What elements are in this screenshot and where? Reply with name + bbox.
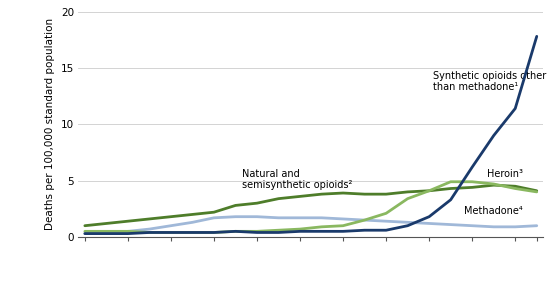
Text: Natural and
semisynthetic opioids²: Natural and semisynthetic opioids² [242,169,352,190]
Text: Methadone⁴: Methadone⁴ [464,206,522,216]
Text: Heroin³: Heroin³ [487,169,523,179]
Text: Synthetic opioids other
than methadone¹: Synthetic opioids other than methadone¹ [433,71,547,92]
Y-axis label: Deaths per 100,000 standard population: Deaths per 100,000 standard population [45,18,55,230]
